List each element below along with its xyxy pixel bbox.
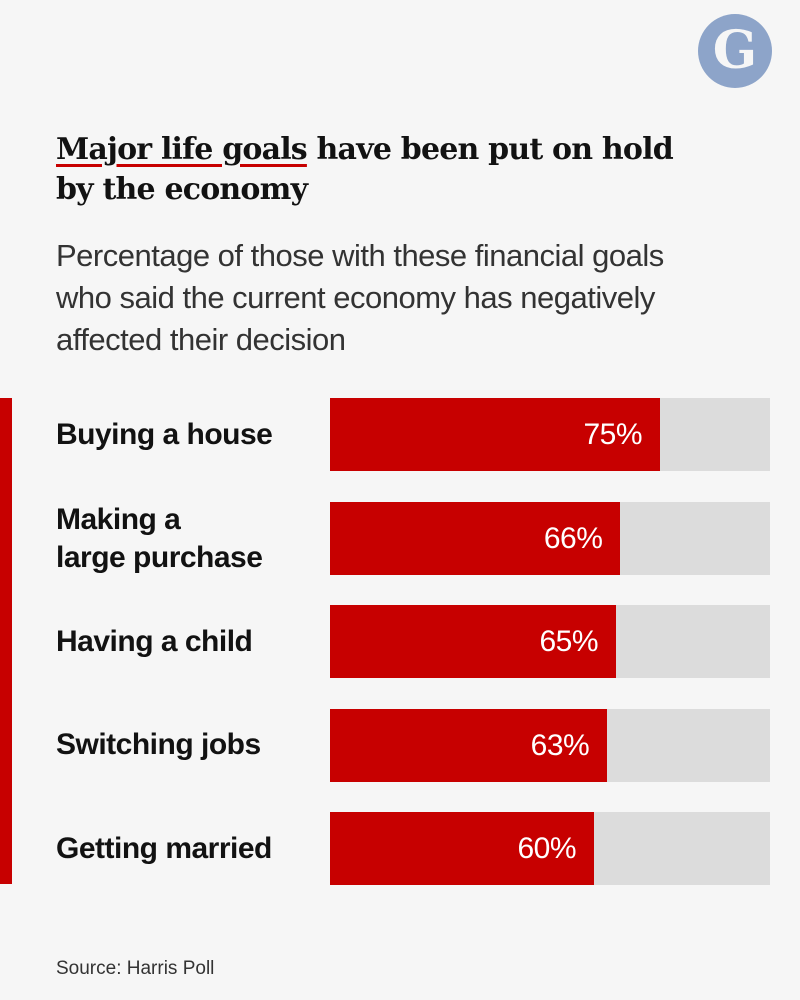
category-label: Buying a house xyxy=(56,417,273,451)
category-label: Switching jobs xyxy=(56,728,261,761)
title-rest: have been put on hold by the economy xyxy=(56,132,674,207)
bar-track: 63% xyxy=(330,708,770,782)
bar xyxy=(330,398,660,471)
value-label: 63% xyxy=(530,728,590,762)
source-note: Source: Harris Poll xyxy=(56,958,215,979)
bar-row: Making a large purchase 66% xyxy=(0,501,800,575)
value-label: 65% xyxy=(539,625,598,658)
bar xyxy=(330,501,621,575)
logo-letter: G xyxy=(712,20,758,81)
category-label: Getting married xyxy=(56,831,272,865)
bar xyxy=(330,812,594,885)
value-label: 75% xyxy=(583,418,642,451)
bar xyxy=(330,708,608,782)
bar-row: Having a child 65% xyxy=(0,605,800,678)
bar-row: Getting married 60% xyxy=(0,812,800,885)
value-label: 60% xyxy=(517,832,576,865)
category-label: Making a large purchase xyxy=(56,502,263,574)
bar-track: 75% xyxy=(330,398,770,471)
chart-title: Major life goals have been put on hold b… xyxy=(56,130,716,210)
chart-subtitle: Percentage of those with these financial… xyxy=(56,238,664,357)
bar-track: 65% xyxy=(330,605,770,678)
bar-track: 60% xyxy=(330,812,770,885)
bar-track: 66% xyxy=(330,501,770,575)
bar-row: Buying a house 75% xyxy=(0,398,800,471)
title-highlight: Major life goals xyxy=(56,132,308,167)
bar xyxy=(330,605,616,678)
category-label: Having a child xyxy=(56,624,253,658)
accent-rule xyxy=(0,398,12,884)
guardian-logo: G xyxy=(698,14,772,88)
bar-row: Switching jobs 63% xyxy=(0,708,800,782)
value-label: 66% xyxy=(543,521,603,555)
